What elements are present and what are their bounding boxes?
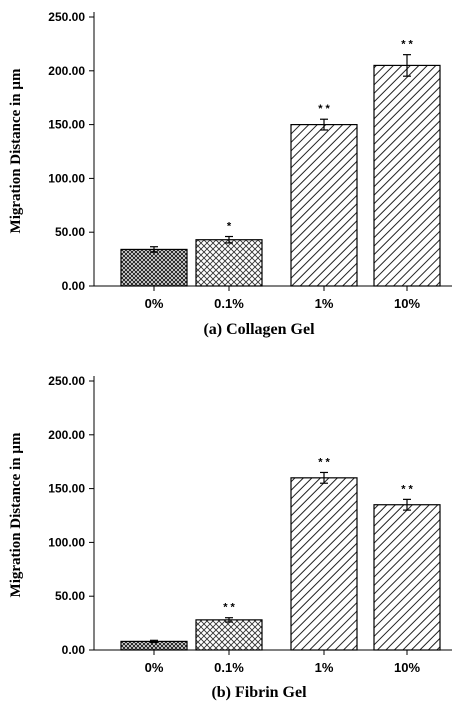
significance-marker: * [227, 221, 232, 233]
panel-caption-a: (a) Collagen Gel [203, 321, 315, 338]
y-tick-label: 200.00 [48, 64, 85, 78]
y-tick-label: 50.00 [55, 589, 85, 603]
x-tick-label: 1% [315, 660, 334, 675]
bar-10% [373, 504, 441, 651]
y-tick-label: 150.00 [48, 482, 85, 496]
bar-1% [290, 477, 358, 651]
y-tick-label: 0.00 [62, 643, 86, 657]
x-tick-label: 1% [315, 296, 334, 311]
y-tick-label: 200.00 [48, 428, 85, 442]
bar-0.1% [195, 239, 263, 287]
x-tick-label: 10% [394, 660, 420, 675]
bar-0% [120, 248, 188, 287]
bar-0.1% [195, 619, 263, 651]
x-tick-label: 10% [394, 296, 420, 311]
y-tick-label: 100.00 [48, 171, 85, 185]
significance-marker: * * [223, 602, 235, 614]
bar-1% [290, 123, 358, 287]
x-tick-label: 0.1% [214, 660, 244, 675]
significance-marker: * * [401, 483, 413, 495]
y-tick-label: 50.00 [55, 225, 85, 239]
y-axis-title: Migration Distance in µm [8, 68, 24, 233]
significance-marker: * * [401, 39, 413, 51]
y-tick-label: 100.00 [48, 535, 85, 549]
y-tick-label: 250.00 [48, 374, 85, 388]
y-tick-label: 0.00 [62, 279, 86, 293]
x-tick-label: 0% [145, 296, 164, 311]
bar-10% [373, 64, 441, 287]
panel-caption-b: (b) Fibrin Gel [211, 684, 307, 701]
chart-panel-b: 0.00 50.00 100.00 150.00 200.00 250.00 0% * * 0.… [8, 374, 452, 701]
significance-marker: * * [318, 103, 330, 115]
y-tick-label: 250.00 [48, 10, 85, 24]
y-axis-title: Migration Distance in µm [8, 432, 24, 597]
x-tick-label: 0.1% [214, 296, 244, 311]
y-tick-label: 150.00 [48, 118, 85, 132]
significance-marker: * * [318, 456, 330, 468]
x-tick-label: 0% [145, 660, 164, 675]
chart-panel-a: 0.00 50.00 100.00 150.00 200.00 250.00 0% * 0.1%… [8, 10, 452, 338]
